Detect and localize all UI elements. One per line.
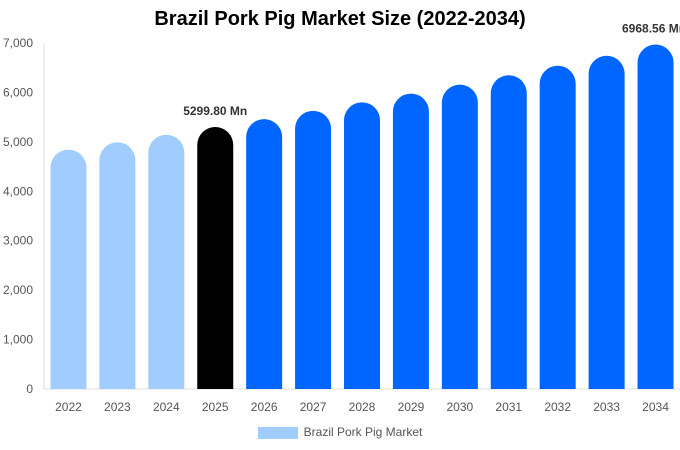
y-tick-label: 2,000	[3, 283, 33, 297]
bar-2032	[539, 65, 576, 389]
legend-label: Brazil Pork Pig Market	[303, 425, 423, 439]
bar-2028	[344, 102, 380, 390]
bar-2034	[637, 44, 674, 389]
bar-2030	[441, 84, 478, 390]
bar-2022	[50, 149, 87, 389]
x-tick-label: 2031	[495, 400, 522, 414]
x-tick-label: 2028	[349, 400, 376, 414]
x-tick-label: 2034	[642, 400, 669, 414]
bar-2024	[148, 134, 185, 389]
y-tick-label: 1,000	[3, 333, 33, 347]
bar-2027	[295, 110, 332, 390]
y-tick-label: 7,000	[3, 36, 33, 50]
x-tick-label: 2026	[251, 400, 278, 414]
bar-2029	[392, 93, 429, 389]
data-label-2025: 5299.80 Mn	[183, 104, 247, 118]
y-tick-label: 3,000	[3, 234, 33, 248]
y-tick-label: 5,000	[3, 135, 33, 149]
x-tick-label: 2033	[593, 400, 620, 414]
y-tick-label: 0	[26, 382, 33, 396]
x-tick-label: 2023	[104, 400, 131, 414]
y-tick-label: 4,000	[3, 184, 33, 198]
legend-swatch	[257, 426, 298, 439]
data-label-2034: 6968.56 Mn	[622, 22, 680, 36]
x-tick-label: 2025	[202, 400, 229, 414]
bar-2025	[197, 127, 234, 389]
bar-2026	[246, 119, 283, 390]
x-tick-label: 2022	[55, 400, 82, 414]
x-tick-label: 2030	[446, 400, 473, 414]
chart-title: Brazil Pork Pig Market Size (2022-2034)	[154, 8, 526, 30]
x-tick-label: 2027	[300, 400, 327, 414]
bar-2023	[99, 142, 136, 389]
y-tick-label: 6,000	[3, 85, 33, 99]
legend: Brazil Pork Pig Market	[0, 425, 680, 439]
x-tick-label: 2032	[544, 400, 571, 414]
x-tick-label: 2029	[398, 400, 425, 414]
bar-2033	[588, 55, 625, 390]
bar-2031	[490, 75, 527, 389]
x-tick-label: 2024	[153, 400, 180, 414]
